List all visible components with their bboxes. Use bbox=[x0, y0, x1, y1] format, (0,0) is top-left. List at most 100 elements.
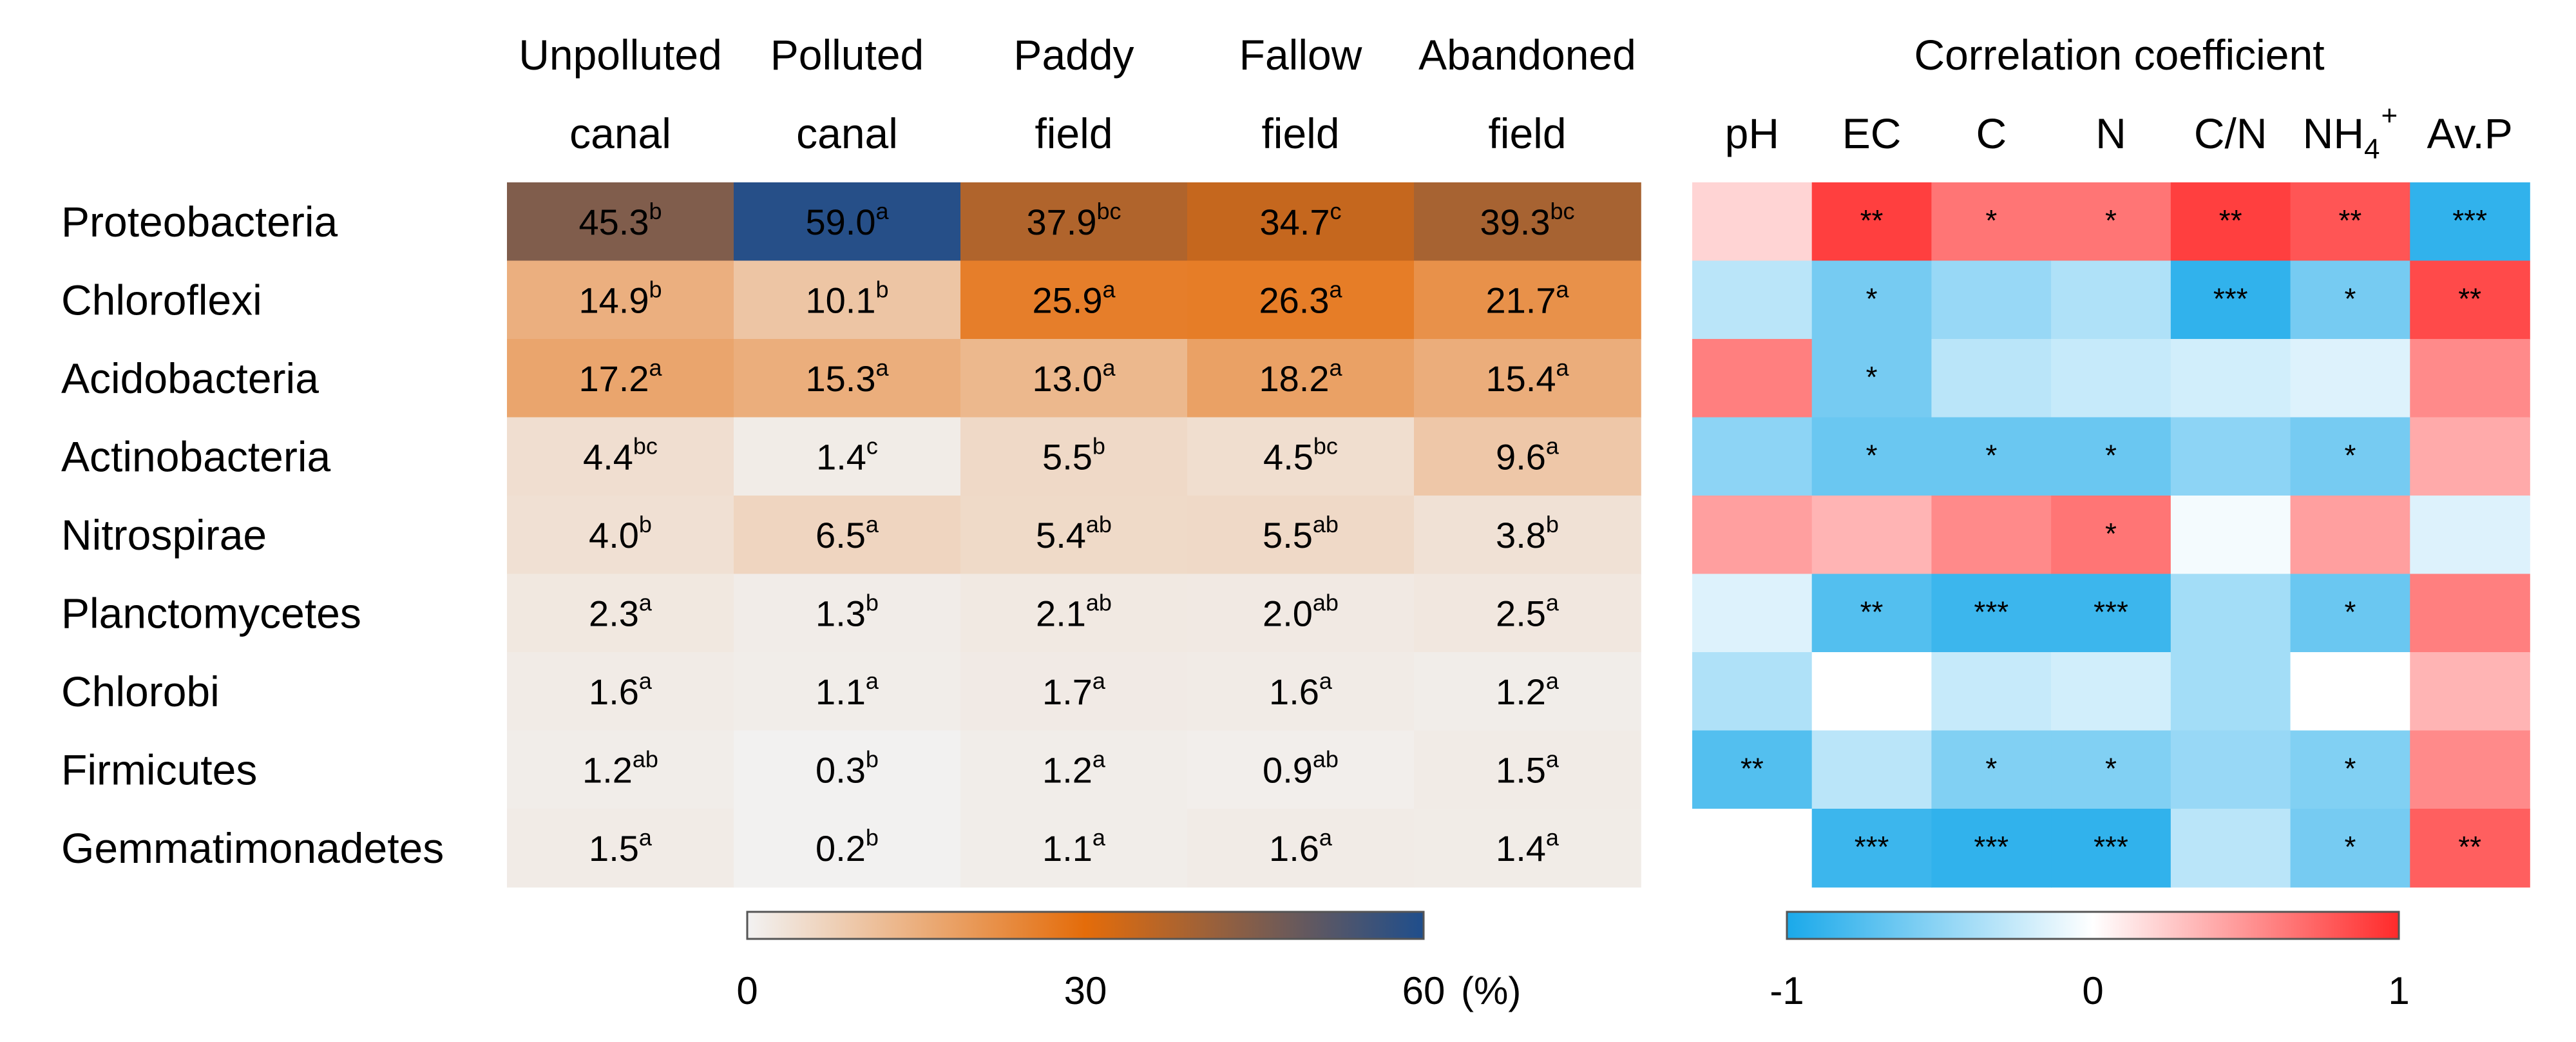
significance-stars: *** bbox=[2094, 830, 2128, 864]
row-label-3: Actinobacteria bbox=[61, 432, 331, 480]
abundance-cell bbox=[1187, 260, 1415, 340]
significance-letter: a bbox=[1319, 824, 1333, 851]
significance-letter: a bbox=[1329, 276, 1342, 302]
significance-stars: ** bbox=[2458, 830, 2481, 864]
abundance-cell bbox=[1187, 496, 1415, 575]
abundance-cell bbox=[734, 417, 961, 496]
correlation-cell bbox=[2410, 182, 2530, 262]
significance-stars: * bbox=[2105, 204, 2117, 237]
abundance-cell bbox=[960, 417, 1188, 496]
significance-stars: * bbox=[2105, 438, 2117, 472]
correlation-cell bbox=[2051, 260, 2171, 340]
row-label-7: Firmicutes bbox=[61, 746, 257, 793]
abundance-cell-label: 26.3a bbox=[1259, 276, 1342, 320]
abundance-cell bbox=[507, 339, 734, 418]
abundance-cell-label: 1.2ab bbox=[582, 746, 658, 790]
abundance-cell bbox=[960, 574, 1188, 653]
correlation-cell bbox=[1931, 496, 2052, 575]
column-header-1-line2: canal bbox=[796, 110, 898, 157]
column-header-4-line1: Abandoned bbox=[1418, 31, 1636, 79]
significance-letter: a bbox=[875, 198, 889, 224]
abundance-cell-label: 59.0a bbox=[805, 198, 889, 242]
significance-letter: c bbox=[866, 432, 878, 459]
significance-letter: a bbox=[1092, 824, 1106, 851]
row-labels: Proteobacteria Chloroflexi Acidobacteria Ac… bbox=[61, 198, 444, 872]
significance-letter: bc bbox=[1550, 198, 1574, 224]
abundance-cell bbox=[507, 652, 734, 731]
significance-letter: a bbox=[1102, 354, 1116, 381]
significance-letter: a bbox=[1329, 354, 1342, 381]
correlation-cell bbox=[2290, 496, 2411, 575]
correlation-cell bbox=[2170, 260, 2291, 340]
correlation-cell bbox=[2170, 652, 2291, 731]
abundance-cell bbox=[1414, 182, 1641, 262]
significance-letter: b bbox=[649, 198, 662, 224]
significance-letter: b bbox=[866, 824, 879, 851]
correlation-cell bbox=[1811, 730, 1932, 809]
abundance-cell-label: 34.7c bbox=[1260, 198, 1342, 242]
abundance-cell-label: 18.2a bbox=[1259, 354, 1342, 399]
abundance-cell bbox=[1414, 809, 1641, 888]
abundance-colorbar-tick: 0 bbox=[736, 969, 758, 1012]
abundance-cell bbox=[960, 652, 1188, 731]
correlation-cell bbox=[2290, 417, 2411, 496]
abundance-colorbar-tick: 60 bbox=[1402, 969, 1445, 1012]
correlation-cell bbox=[1931, 417, 2052, 496]
significance-stars: * bbox=[2344, 438, 2356, 472]
significance-letter: a bbox=[1092, 668, 1106, 694]
row-label-5: Planctomycetes bbox=[61, 589, 361, 637]
corr-column-header-4: C/N bbox=[2194, 110, 2267, 157]
significance-letter: b bbox=[649, 276, 662, 302]
correlation-column-headers: Correlation coefficient pH EC C N C/N NH4+ Av.… bbox=[1725, 31, 2513, 165]
correlation-title: Correlation coefficient bbox=[1914, 31, 2324, 79]
significance-letter: ab bbox=[1313, 511, 1339, 537]
abundance-cell-label: 17.2a bbox=[578, 354, 662, 399]
correlation-cell bbox=[1931, 182, 2052, 262]
significance-stars: * bbox=[2344, 751, 2356, 785]
abundance-cell bbox=[1414, 652, 1641, 731]
column-header-2-line1: Paddy bbox=[1013, 31, 1134, 79]
abundance-cell bbox=[507, 260, 734, 340]
abundance-cell bbox=[1414, 417, 1641, 496]
significance-stars: * bbox=[2344, 282, 2356, 315]
correlation-colorbar-tick: 0 bbox=[2082, 969, 2103, 1012]
correlation-cell bbox=[2290, 652, 2411, 731]
correlation-cell bbox=[2410, 809, 2530, 888]
abundance-cell bbox=[1414, 339, 1641, 418]
significance-letter: a bbox=[1546, 668, 1560, 694]
abundance-cell bbox=[734, 809, 961, 888]
significance-stars: * bbox=[2105, 517, 2117, 550]
abundance-cell-label: 15.3a bbox=[805, 354, 889, 399]
abundance-cell bbox=[1187, 730, 1415, 809]
significance-letter: a bbox=[649, 354, 662, 381]
abundance-cell bbox=[734, 652, 961, 731]
abundance-cell-label: 10.1b bbox=[805, 276, 888, 320]
abundance-colorbar-unit: (%) bbox=[1461, 969, 1521, 1012]
correlation-cell bbox=[2170, 730, 2291, 809]
correlation-cell bbox=[2290, 730, 2411, 809]
significance-letter: a bbox=[1546, 589, 1560, 615]
significance-stars: ** bbox=[2219, 204, 2242, 237]
corr-column-header-3: N bbox=[2095, 110, 2126, 157]
abundance-cell bbox=[960, 182, 1188, 262]
corr-column-header-1: EC bbox=[1842, 110, 1902, 157]
correlation-cell bbox=[2410, 496, 2530, 575]
abundance-cell bbox=[1187, 339, 1415, 418]
significance-stars: *** bbox=[2213, 282, 2248, 315]
abundance-cell bbox=[1187, 809, 1415, 888]
abundance-cell bbox=[507, 417, 734, 496]
correlation-colorbar-tick: -1 bbox=[1770, 969, 1804, 1012]
column-header-1-line1: Polluted bbox=[770, 31, 924, 79]
column-header-4-line2: field bbox=[1488, 110, 1566, 157]
abundance-cell bbox=[734, 496, 961, 575]
abundance-cell-label: 1.5a bbox=[589, 824, 653, 869]
significance-letter: bc bbox=[633, 432, 658, 459]
significance-stars: ** bbox=[2458, 282, 2481, 315]
correlation-cell bbox=[2051, 809, 2171, 888]
correlation-cell bbox=[1692, 260, 1813, 340]
row-label-2: Acidobacteria bbox=[61, 354, 319, 402]
correlation-cell bbox=[2290, 260, 2411, 340]
significance-stars: * bbox=[2344, 595, 2356, 628]
correlation-cell bbox=[2051, 730, 2171, 809]
